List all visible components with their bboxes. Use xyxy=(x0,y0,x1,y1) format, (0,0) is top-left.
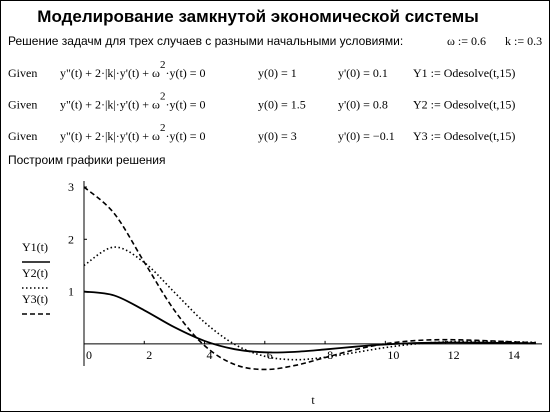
x-tick-label: 4 xyxy=(207,348,213,362)
y-tick-label: 3 xyxy=(68,180,74,194)
intro-text: Решение задачм для трех случаев с разным… xyxy=(8,34,403,48)
plot-caption: Построим графики решения xyxy=(8,153,166,167)
x-tick-label: 0 xyxy=(86,348,92,362)
ode-power: 2 xyxy=(160,122,166,134)
param: ω := 0.6 xyxy=(447,34,486,48)
given: Given xyxy=(8,66,37,80)
given: Given xyxy=(8,98,37,112)
initial-value: y(0) = 3 xyxy=(258,129,297,143)
ode: y"(t) + 2·|k|·y'(t) + ω2·y(t) = 0 xyxy=(60,91,206,112)
ode-rhs: ·y(t) = 0 xyxy=(165,98,205,112)
y-tick-label: 1 xyxy=(68,285,74,299)
given: Given xyxy=(8,129,37,143)
x-tick-label: 10 xyxy=(387,348,399,362)
initial-value: y(0) = 1.5 xyxy=(258,98,306,112)
x-axis-label: t xyxy=(311,393,315,407)
y-tick-label: 2 xyxy=(68,232,74,246)
legend-label: Y1(t) xyxy=(22,240,48,254)
ode-lhs: y"(t) + 2·|k|·y'(t) + ω xyxy=(60,98,160,112)
x-tick-label: 8 xyxy=(327,348,333,362)
odesolve: Y1 := Odesolve(t,15) xyxy=(413,66,515,80)
ode: y"(t) + 2·|k|·y'(t) + ω2·y(t) = 0 xyxy=(60,122,206,143)
x-tick-label: 2 xyxy=(146,348,152,362)
initial-derivative: y'(0) = 0.1 xyxy=(338,66,388,80)
x-tick-label: 12 xyxy=(448,348,460,362)
ode-lhs: y"(t) + 2·|k|·y'(t) + ω xyxy=(60,66,160,80)
ode-rhs: ·y(t) = 0 xyxy=(165,129,205,143)
x-tick-label: 14 xyxy=(508,348,520,362)
title: Моделирование замкнутой экономической си… xyxy=(37,7,478,26)
x-tick-label: 6 xyxy=(267,348,273,362)
ode-rhs: ·y(t) = 0 xyxy=(165,66,205,80)
odesolve: Y2 := Odesolve(t,15) xyxy=(413,98,515,112)
ode-lhs: y"(t) + 2·|k|·y'(t) + ω xyxy=(60,129,160,143)
legend-label: Y3(t) xyxy=(22,292,48,306)
initial-derivative: y'(0) = −0.1 xyxy=(338,129,395,143)
param: k := 0.3 xyxy=(505,34,542,48)
initial-derivative: y'(0) = 0.8 xyxy=(338,98,388,112)
odesolve: Y3 := Odesolve(t,15) xyxy=(413,129,515,143)
series-line xyxy=(83,186,537,371)
legend-label: Y2(t) xyxy=(22,266,48,280)
ode: y"(t) + 2·|k|·y'(t) + ω2·y(t) = 0 xyxy=(60,59,206,80)
initial-value: y(0) = 1 xyxy=(258,66,297,80)
series-line xyxy=(83,290,537,354)
ode-power: 2 xyxy=(160,91,166,103)
ode-power: 2 xyxy=(160,59,166,71)
